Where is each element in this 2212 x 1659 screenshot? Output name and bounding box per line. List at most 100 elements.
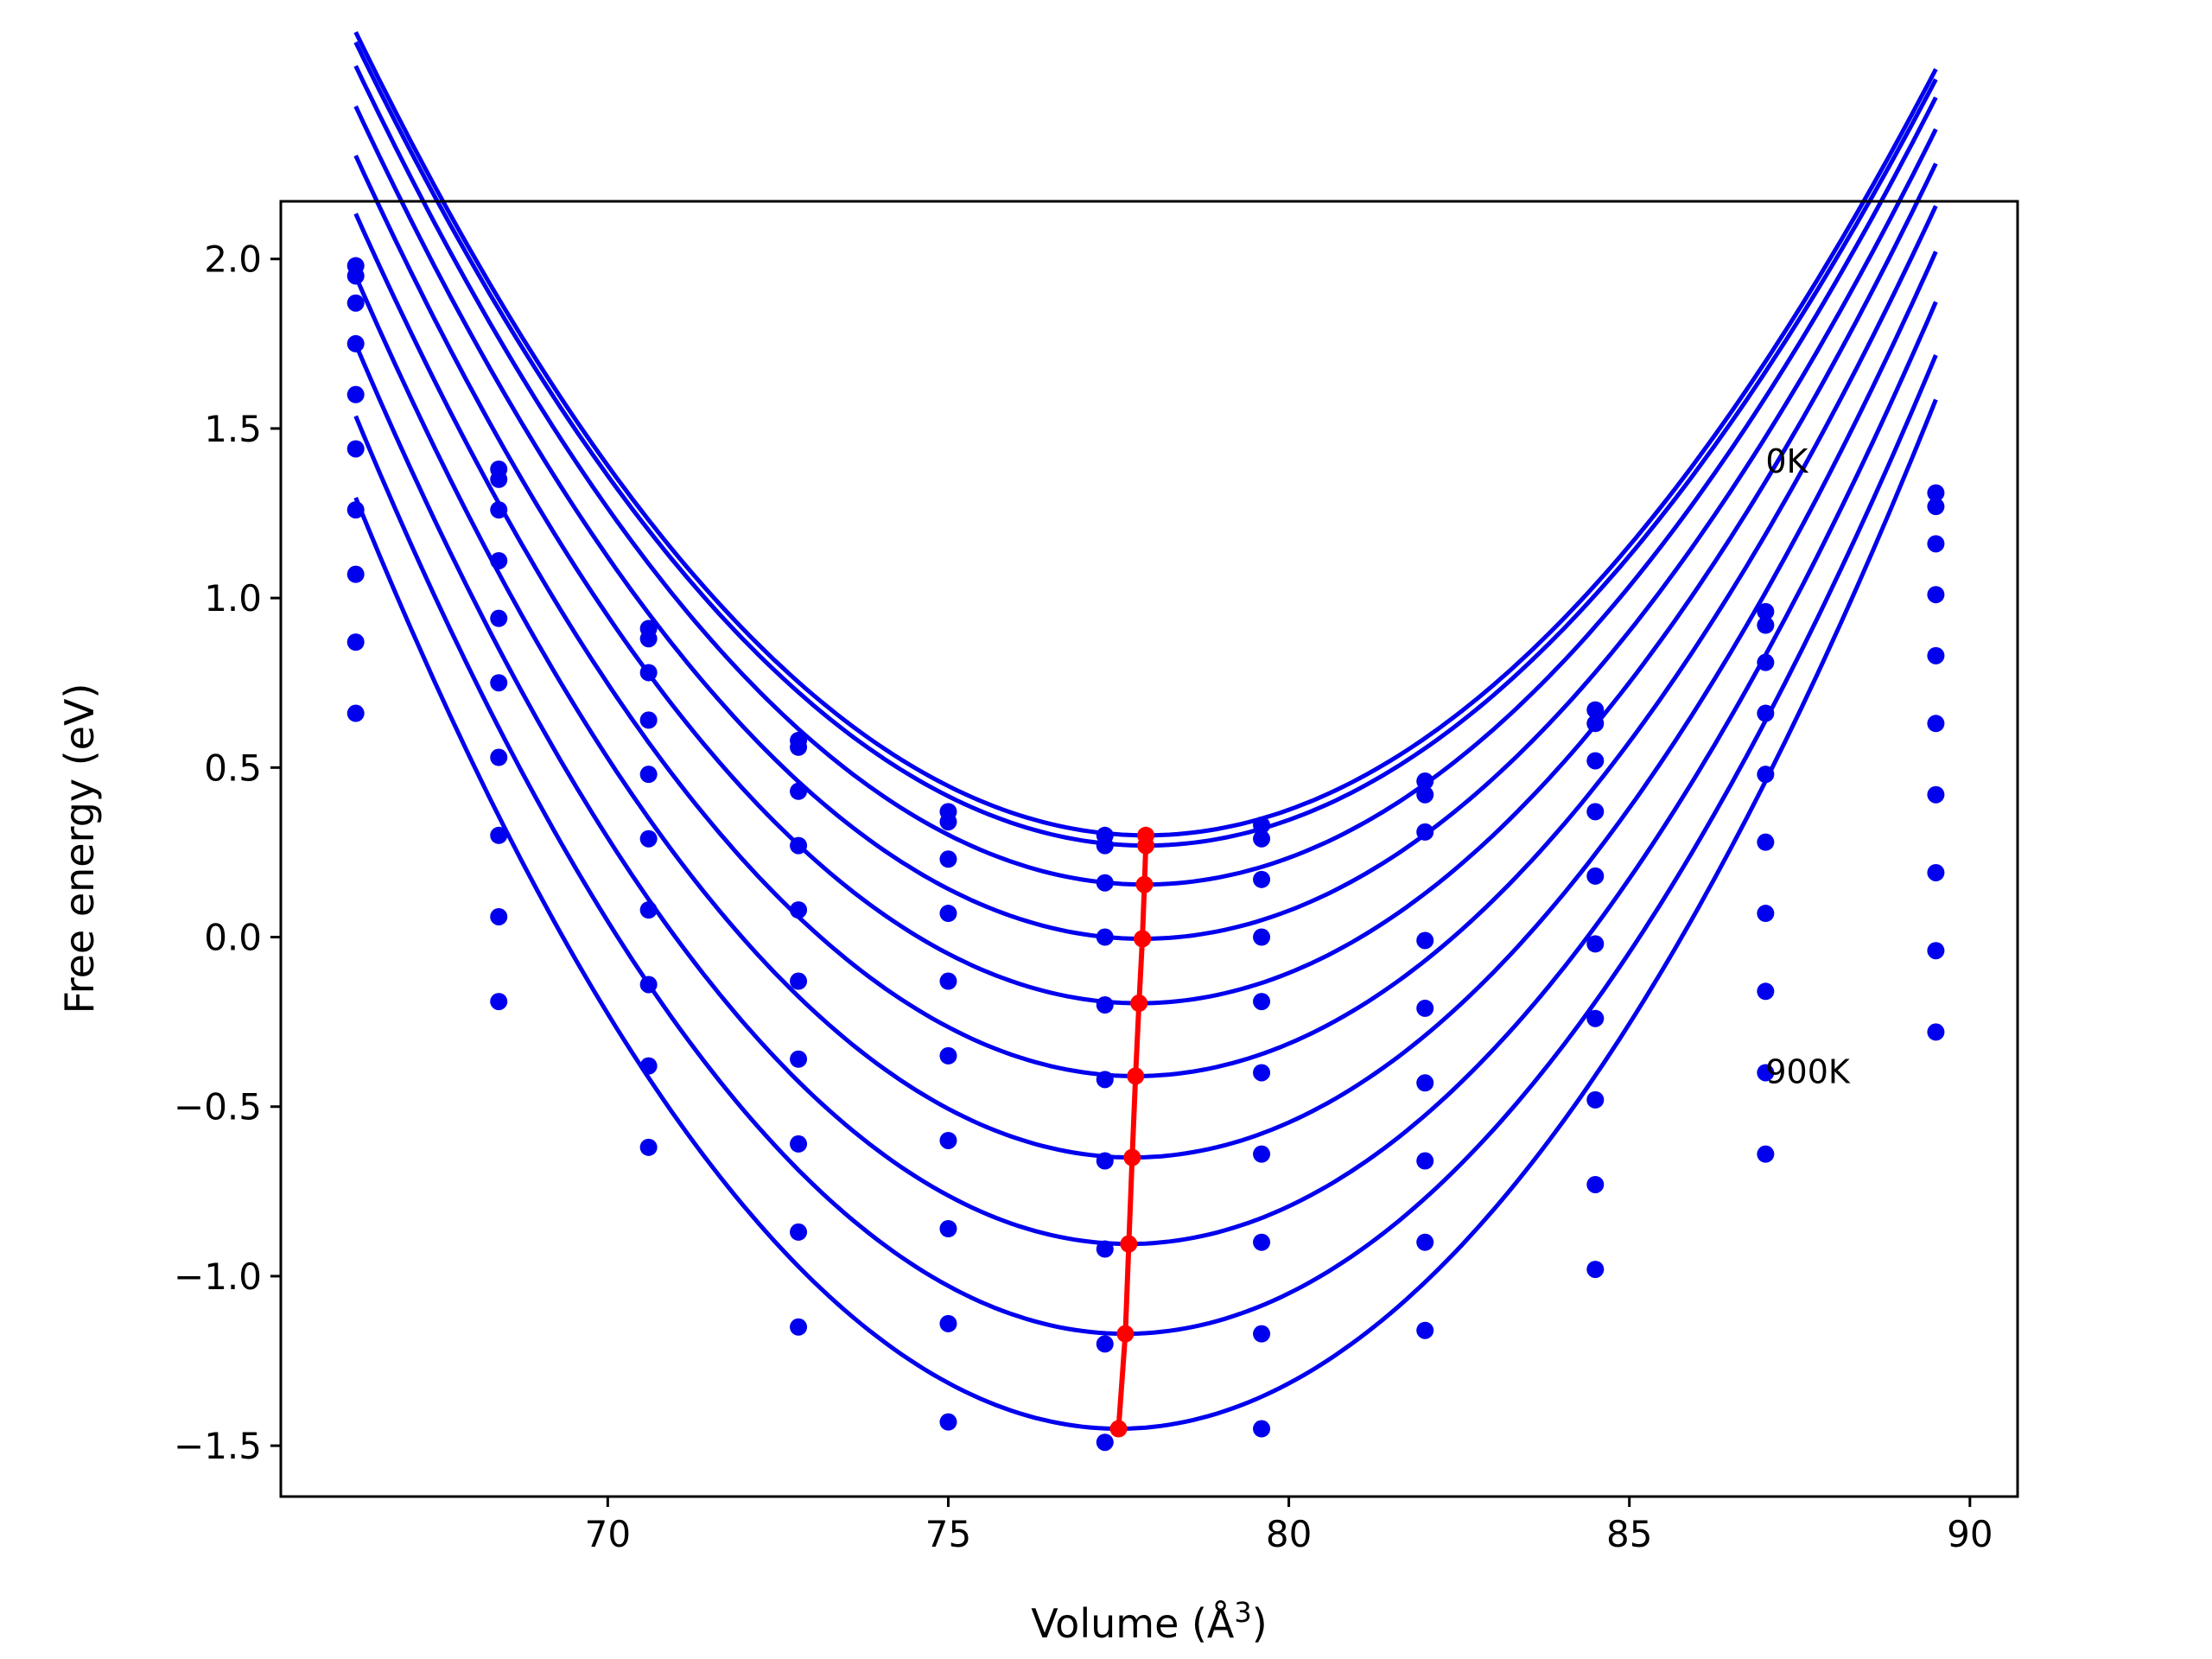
minimum-point [1130,995,1148,1013]
data-point [939,1219,957,1237]
data-point [490,748,508,766]
data-point [1253,993,1271,1011]
x-axis-label-end: ) [1252,1600,1268,1647]
data-point [346,385,365,404]
minimum-point [1135,875,1154,893]
data-point [939,905,957,923]
x-axis-label-text: Volume (Å [1031,1600,1235,1647]
data-point [1253,870,1271,888]
data-point [1253,1233,1271,1251]
data-point [1096,836,1114,855]
x-axis: 70 75 80 85 90 [585,1497,1993,1555]
minimum-point [1109,1420,1128,1438]
data-point [1096,1071,1114,1089]
data-point [1096,874,1114,892]
x-tick-label: 90 [1947,1513,1993,1555]
y-tick-label: −0.5 [174,1086,262,1128]
data-point [1416,1321,1434,1339]
data-point [939,1413,957,1431]
data-point [1253,830,1271,848]
axes-frame [279,200,2019,1498]
y-tick-label: −1.5 [174,1425,262,1467]
data-point [790,1050,808,1068]
data-point [346,267,365,285]
data-point [490,907,508,925]
data-point [346,565,365,583]
data-point [1757,1145,1775,1163]
data-point [1586,1009,1605,1027]
data-point [1927,863,1945,881]
data-point [939,1046,957,1065]
y-tick-label: −1.0 [174,1255,262,1298]
annotations: 0K 900K [1765,442,1851,1090]
fit-curve-700K [353,301,1938,1247]
fit-curve-900K [353,398,1938,1431]
data-point [346,294,365,312]
data-point [939,972,957,990]
data-point [346,633,365,652]
fit-curve-800K [353,354,1938,1337]
data-point [639,830,658,848]
x-tick-label: 80 [1266,1513,1312,1555]
data-point [346,704,365,722]
data-point [1586,701,1605,719]
x-tick-label: 70 [585,1513,631,1555]
data-point [1253,1145,1271,1163]
data-point [1416,931,1434,950]
data-point [1927,535,1945,553]
data-point [639,766,658,784]
data-point [1416,785,1434,804]
annotation-900K: 900K [1765,1052,1851,1090]
minimum-point [1127,1067,1145,1085]
annotation-0K: 0K [1765,442,1808,480]
data-point [1927,646,1945,664]
fit-curve-500K [353,205,1938,1078]
data-point [1757,602,1775,620]
data-point [1757,616,1775,634]
data-point [1586,935,1605,953]
data-point [639,1138,658,1156]
data-point [490,674,508,692]
data-point [1757,1064,1775,1082]
data-point [1096,1433,1114,1452]
data-point [1586,1090,1605,1109]
data-point [1927,785,1945,804]
data-point [490,993,508,1011]
data-point [1416,1074,1434,1092]
data-point [1096,1152,1114,1170]
data-point [1586,803,1605,821]
minimum-point [1123,1148,1141,1166]
data-point [939,813,957,831]
data-point [790,1223,808,1241]
data-point [639,630,658,648]
data-point [1927,586,1945,604]
data-point [1927,484,1945,502]
data-point [1096,996,1114,1014]
minimum-point [1134,930,1152,948]
data-point [346,440,365,458]
data-point [1927,942,1945,960]
x-tick-label: 75 [925,1513,971,1555]
y-tick-label: 0.0 [204,917,262,959]
data-point [1416,999,1434,1017]
fit-curve-600K [353,251,1938,1160]
data-point [1927,498,1945,516]
data-point [939,1131,957,1149]
y-axis-label: Free energy (eV) [56,683,103,1014]
data-point [790,972,808,990]
minimum-point [1116,1325,1135,1343]
data-point [1757,905,1775,923]
plot-area [346,31,1945,1452]
data-point [1586,752,1605,770]
data-point [790,738,808,756]
data-point [1096,1240,1114,1258]
data-point [346,334,365,353]
y-tick-label: 1.0 [204,577,262,620]
data-point [639,711,658,729]
minimum-point [1120,1235,1138,1253]
x-tick-label: 85 [1606,1513,1652,1555]
data-point [490,826,508,844]
data-point [1927,1023,1945,1041]
data-point [939,1314,957,1332]
